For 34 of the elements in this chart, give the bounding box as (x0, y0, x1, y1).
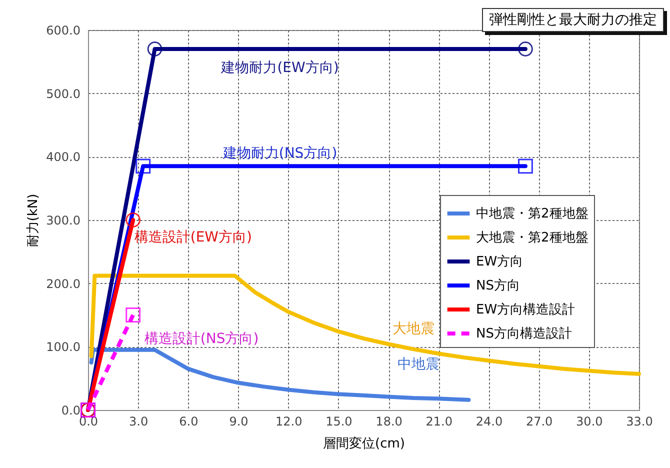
chart-title: 弾性剛性と最大耐力の推定 (482, 8, 664, 32)
y-tick-label: 300.0 (46, 214, 80, 228)
x-tick-label: 6.0 (179, 414, 198, 428)
y-tick-label: 200.0 (46, 276, 80, 291)
y-tick-label: 100.0 (46, 340, 80, 354)
x-tick-label: 33.0 (626, 414, 653, 428)
legend-label: EW方向 (476, 254, 524, 270)
x-tick-label: 21.0 (426, 414, 452, 428)
x-tick-label: 18.0 (376, 414, 402, 428)
x-tick-label: 27.0 (526, 414, 553, 428)
legend-label: EW方向構造設計 (476, 302, 576, 318)
x-tick-label: 30.0 (576, 414, 603, 428)
y-axis-title: 耐力(kN) (26, 194, 42, 248)
legend-label: NS方向 (476, 278, 520, 294)
legend-label: 大地震・第2種地盤 (476, 230, 588, 246)
x-axis-title: 層間変位(cm) (323, 436, 405, 452)
annotation: 建物耐力(EW方向) (220, 60, 339, 76)
legend-label: NS方向構造設計 (476, 326, 572, 342)
x-tick-label: 9.0 (229, 414, 248, 428)
annotation: 中地震 (398, 356, 440, 372)
x-tick-label: 24.0 (476, 414, 503, 428)
x-tick-label: 12.0 (276, 414, 302, 428)
x-tick-label: 3.0 (129, 414, 148, 428)
annotation: 構造設計(EW方向) (134, 230, 252, 246)
annotation: 構造設計(NS方向) (144, 331, 259, 348)
y-tick-label: 600.0 (46, 24, 80, 38)
y-tick-label: 500.0 (46, 86, 80, 101)
annotation: 建物耐力(NS方向) (222, 146, 338, 162)
x-tick-label: 0.0 (78, 414, 98, 428)
x-tick-label: 15.0 (326, 414, 352, 428)
y-tick-label: 400.0 (46, 150, 80, 164)
legend-label: 中地震・第2種地盤 (476, 206, 588, 222)
annotation: 大地震 (392, 320, 435, 337)
y-tick-label: 0.0 (61, 404, 80, 418)
